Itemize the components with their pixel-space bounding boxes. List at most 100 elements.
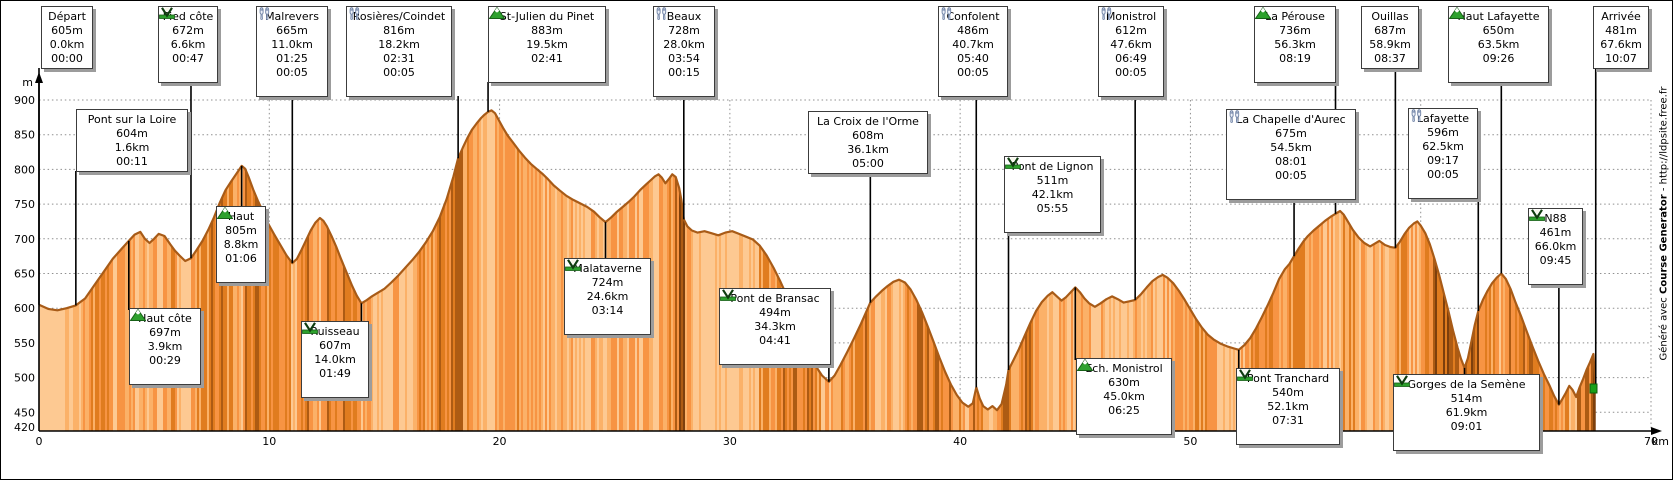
elevation-area-stripe xyxy=(713,234,715,431)
elevation-area-stripe xyxy=(1367,245,1369,431)
elevation-area-stripe xyxy=(91,288,93,431)
waypoint-callout: Rosières/Coindet 816m 18.2km 02:31 00:05 xyxy=(346,6,452,97)
elevation-area-stripe xyxy=(1351,228,1353,431)
elevation-area-stripe xyxy=(1441,286,1443,431)
elevation-area-stripe xyxy=(977,392,979,431)
mountain-icon xyxy=(1255,7,1334,80)
elevation-area-stripe xyxy=(985,408,987,431)
elevation-area-stripe xyxy=(789,303,791,431)
elevation-area-stripe xyxy=(933,343,935,431)
elevation-area-stripe xyxy=(1393,247,1395,431)
elevation-area-stripe xyxy=(1365,243,1367,431)
elevation-area-stripe xyxy=(79,302,81,431)
elevation-area-stripe xyxy=(499,122,501,431)
callout-distance: 14.0km xyxy=(314,353,356,366)
elevation-area-stripe xyxy=(65,308,67,431)
callout-name: Pont Tranchard xyxy=(1246,372,1330,385)
elevation-area-stripe xyxy=(229,183,231,431)
elevation-area-stripe xyxy=(935,348,937,431)
callout-time: 02:31 xyxy=(383,52,415,65)
callout-distance: 58.9km xyxy=(1369,38,1411,51)
elevation-area-stripe xyxy=(939,358,941,431)
elevation-area-stripe xyxy=(1191,312,1193,431)
elevation-area-stripe xyxy=(1423,231,1425,431)
elevation-area-stripe xyxy=(119,250,121,431)
x-axis-arrow xyxy=(1651,427,1662,435)
callout-elevation: 612m xyxy=(1115,24,1147,37)
elevation-area-stripe xyxy=(1555,399,1557,431)
elevation-area-stripe xyxy=(1275,286,1277,431)
elevation-area-stripe xyxy=(1205,332,1207,431)
elevation-area-stripe xyxy=(1039,304,1041,431)
elevation-area-stripe xyxy=(817,369,819,431)
elevation-area-stripe xyxy=(987,409,989,431)
elevation-area-stripe xyxy=(293,261,295,431)
elevation-area-stripe xyxy=(1501,274,1503,431)
elevation-area-stripe xyxy=(381,290,383,431)
elevation-area-stripe xyxy=(937,353,939,431)
elevation-area-stripe xyxy=(407,264,409,431)
elevation-area-stripe xyxy=(1003,393,1005,431)
callout-time: 08:37 xyxy=(1374,52,1406,65)
callout-stop-time: 00:05 xyxy=(276,66,308,79)
elevation-area-stripe xyxy=(451,181,453,431)
elevation-area-stripe xyxy=(653,177,655,431)
elevation-area-stripe xyxy=(1375,242,1377,431)
callout-time: 01:49 xyxy=(319,367,351,380)
callout-name: Haut Lafayette xyxy=(1457,10,1540,23)
elevation-area-stripe xyxy=(829,380,831,431)
elevation-area-stripe xyxy=(1197,321,1199,431)
callout-distance: 42.1km xyxy=(1031,188,1074,201)
elevation-area-stripe xyxy=(1229,347,1231,431)
elevation-area-stripe xyxy=(1189,308,1191,431)
elevation-area-stripe xyxy=(655,175,657,431)
elevation-area-stripe xyxy=(651,179,653,431)
elevation-area-stripe xyxy=(1545,378,1547,431)
elevation-area-stripe xyxy=(1291,259,1293,431)
elevation-area-stripe xyxy=(1219,343,1221,431)
elevation-area-stripe xyxy=(405,267,407,431)
elevation-area-stripe xyxy=(1031,319,1033,431)
callout-distance: 19.5km xyxy=(526,38,568,51)
elevation-area-stripe xyxy=(1195,318,1197,431)
valley-icon xyxy=(159,7,216,80)
valley-icon xyxy=(565,259,649,332)
elevation-area-stripe xyxy=(1299,246,1301,431)
callout-time: 09:45 xyxy=(1539,254,1572,267)
elevation-area-stripe xyxy=(399,273,401,431)
callout-distance: 40.7km xyxy=(952,38,994,51)
elevation-area-stripe xyxy=(1493,280,1495,431)
elevation-area-stripe xyxy=(1433,257,1435,431)
elevation-area-stripe xyxy=(941,364,943,431)
callout-time: 04:41 xyxy=(759,334,791,347)
elevation-area-stripe xyxy=(1517,308,1519,431)
elevation-area-stripe xyxy=(57,310,59,431)
x-tick-label: 20 xyxy=(493,435,507,448)
elevation-area-stripe xyxy=(425,242,427,431)
elevation-area-stripe xyxy=(1199,324,1201,431)
callout-name: Départ xyxy=(48,10,86,23)
elevation-area-stripe xyxy=(1499,274,1501,431)
elevation-area-stripe xyxy=(285,254,287,431)
credit-url: - http://ldpsite.free.fr xyxy=(1658,86,1670,195)
elevation-area-stripe xyxy=(1037,308,1039,431)
elevation-area-stripe xyxy=(693,231,695,431)
elevation-area-stripe xyxy=(1447,309,1449,431)
elevation-area-stripe xyxy=(821,375,823,431)
elevation-area-stripe xyxy=(267,223,269,431)
elevation-area-stripe xyxy=(1479,306,1481,431)
elevation-area-stripe xyxy=(1511,292,1513,431)
callout-stop-time: 00:15 xyxy=(668,66,700,79)
elevation-area-stripe xyxy=(479,119,481,432)
callout-name: Lafayette xyxy=(1416,112,1470,125)
elevation-area-stripe xyxy=(243,167,245,431)
elevation-area-stripe xyxy=(1581,381,1583,431)
elevation-area-stripe xyxy=(549,181,551,431)
callout-elevation: 604m xyxy=(116,127,148,140)
elevation-area-stripe xyxy=(1505,279,1507,431)
elevation-area-stripe xyxy=(1405,232,1407,431)
callout-elevation: 607m xyxy=(319,339,351,352)
elevation-area-stripe xyxy=(223,193,225,431)
elevation-area-stripe xyxy=(1379,241,1381,431)
